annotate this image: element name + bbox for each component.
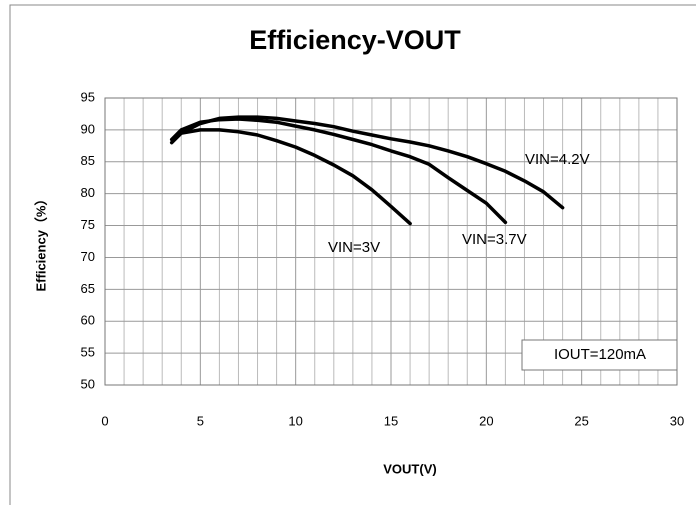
y-tick-label: 60 [81,313,95,328]
x-tick-label: 30 [670,413,684,428]
x-tick-label: 5 [197,413,204,428]
y-tick-label: 75 [81,217,95,232]
series-line [169,117,508,225]
series-line [179,115,565,210]
y-tick-label: 85 [81,153,95,168]
x-tick-label: 15 [384,413,398,428]
series-label: VIN=3V [328,239,380,256]
y-tick-label: 90 [81,121,95,136]
y-tick-label: 70 [81,249,95,264]
plot-border [104,97,678,386]
annotation: IOUT=120mA [554,346,646,363]
x-tick-label: 20 [479,413,493,428]
series-label: VIN=4.2V [525,151,590,168]
series-label: VIN=3.7V [462,231,527,248]
series-line [169,128,412,226]
x-axis-label: VOUT(V) [383,461,436,476]
x-tick-label: 10 [288,413,302,428]
y-tick-label: 55 [81,345,95,360]
frame [9,4,696,505]
chart-title: Efficiency-VOUT [249,25,461,55]
y-tick-label: 65 [81,281,95,296]
annotation-box [521,339,678,371]
y-tick-label: 80 [81,185,95,200]
x-tick-label: 25 [574,413,588,428]
y-axis-label: Efficiency（%） [33,193,48,292]
x-tick-label: 0 [101,413,108,428]
y-tick-label: 95 [81,89,95,104]
y-tick-label: 50 [81,376,95,391]
